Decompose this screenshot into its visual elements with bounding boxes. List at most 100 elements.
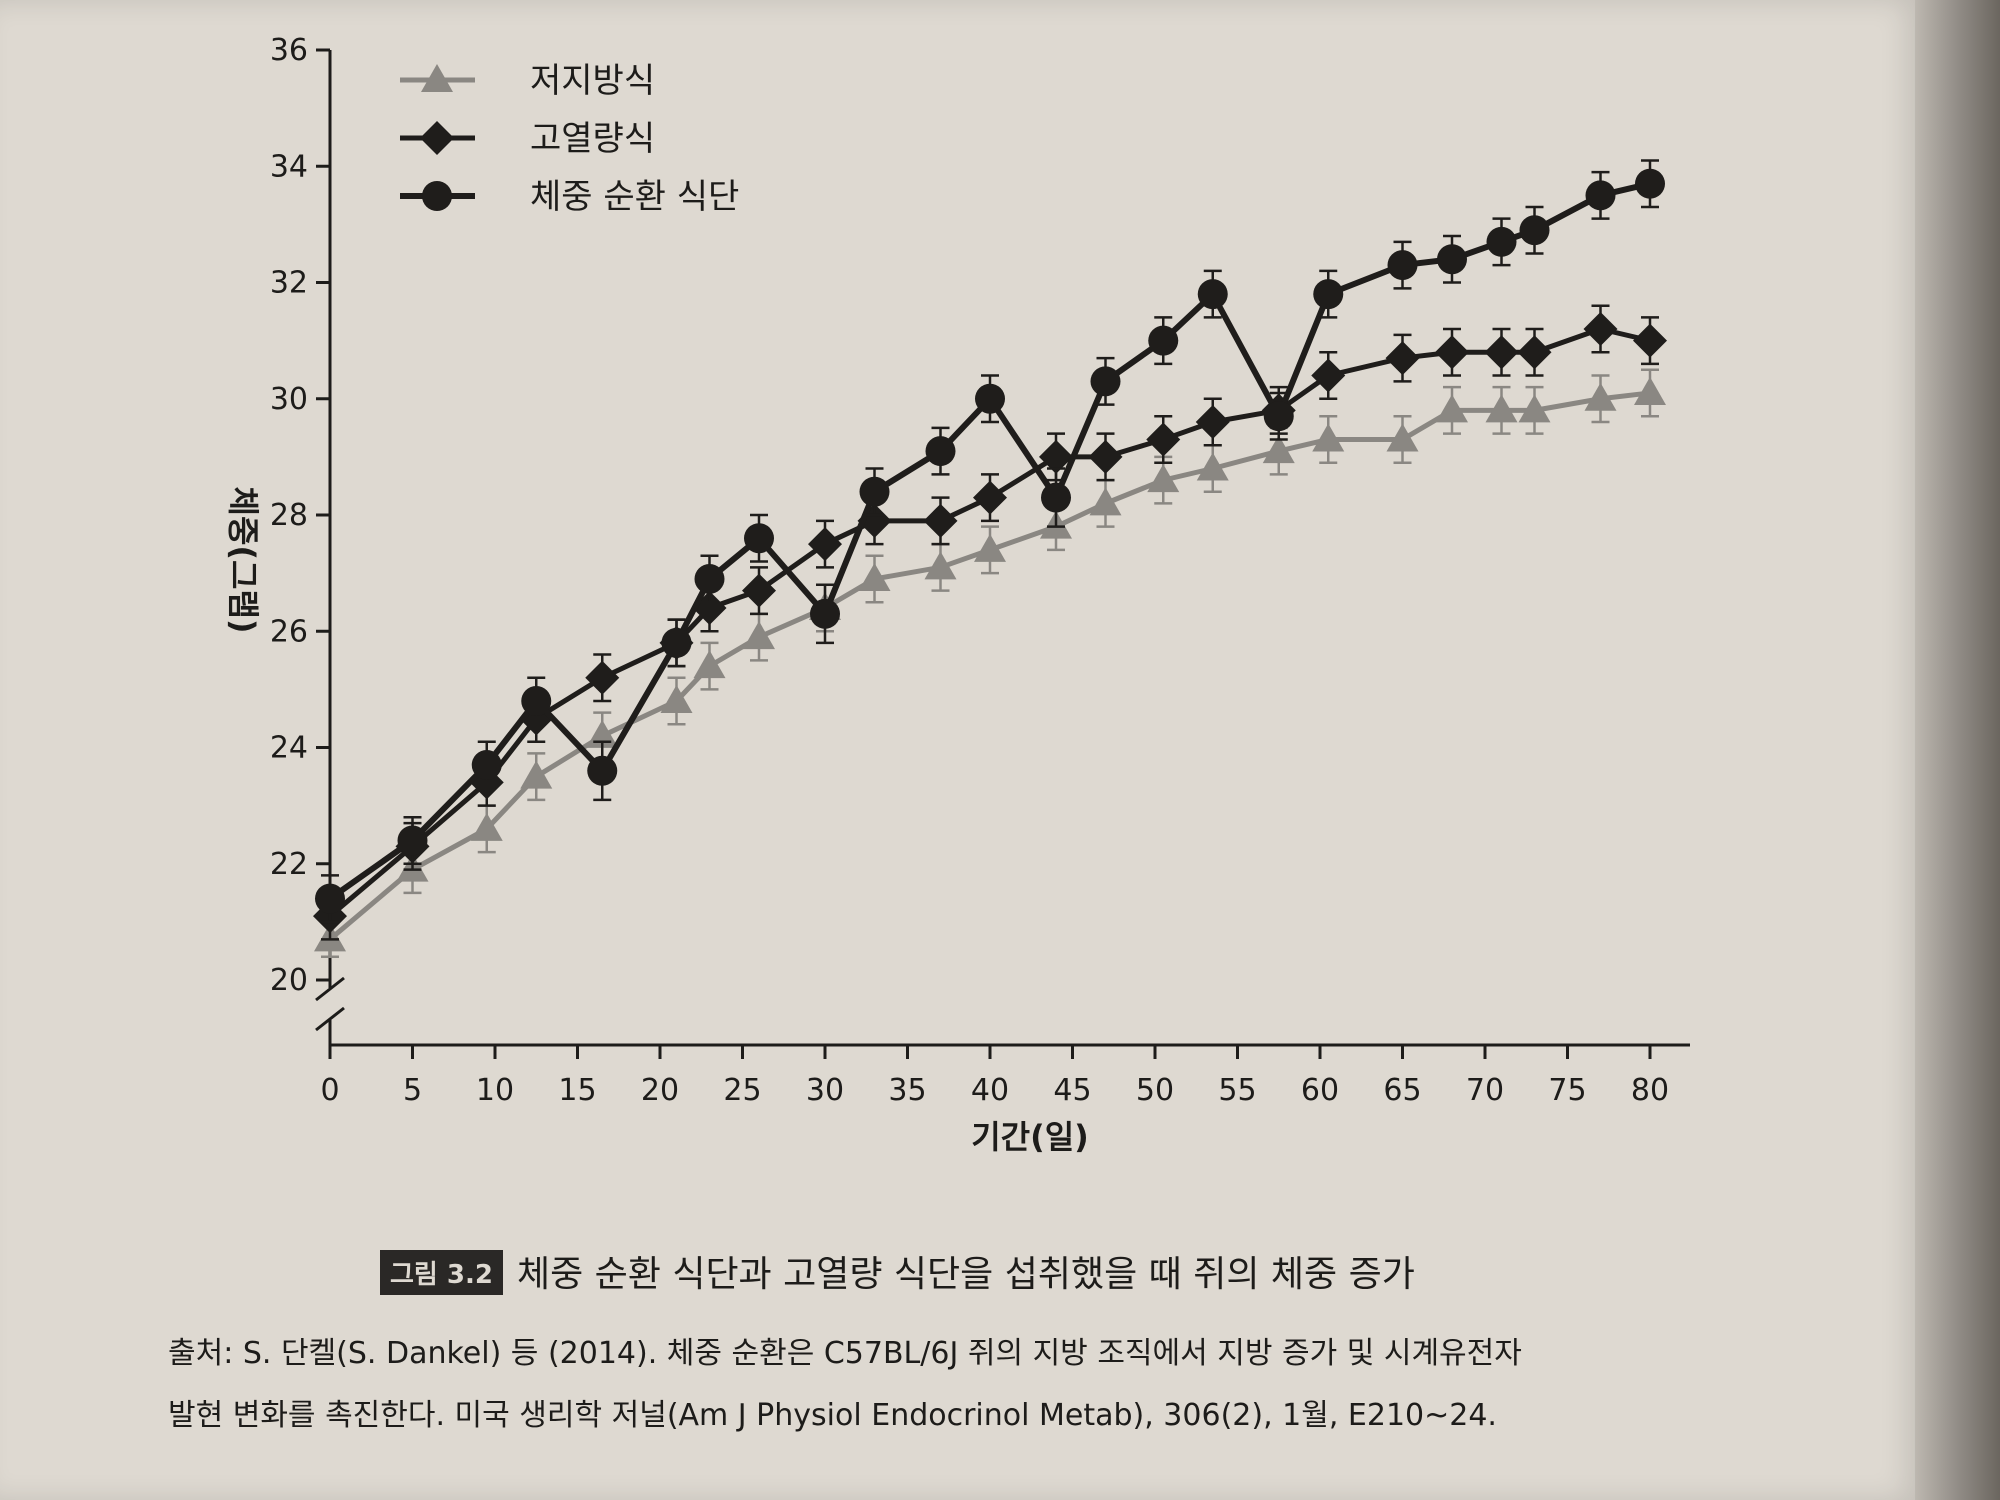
data-point <box>1089 487 1122 516</box>
legend-label: 고열량식 <box>530 119 655 159</box>
series-triangle <box>314 368 1666 958</box>
x-axis-title: 기간(일) <box>971 1118 1089 1156</box>
figure-caption-text: 체중 순환 식단과 고열량 식단을 섭취했을 때 쥐의 체중 증가 <box>516 1254 1415 1295</box>
data-point <box>1633 323 1667 358</box>
data-point <box>1312 423 1345 452</box>
y-tick-label: 26 <box>270 614 308 649</box>
chart-axes: 20 22 24 26 28 30 32 34 36 0 5 10 15 20 25 30 35 40 45 50 55… <box>270 33 1690 1108</box>
data-point <box>660 685 693 713</box>
data-point <box>810 598 840 629</box>
x-tick-label: 40 <box>971 1073 1009 1108</box>
data-point <box>1385 341 1420 376</box>
data-point <box>924 551 957 580</box>
x-tick-label: 60 <box>1301 1073 1339 1108</box>
data-point <box>1583 312 1618 346</box>
y-tick-label: 20 <box>270 963 308 998</box>
data-point <box>1485 394 1518 423</box>
data-point <box>1517 335 1552 370</box>
data-point <box>1387 250 1418 281</box>
data-point <box>1486 226 1517 257</box>
figure-caption: 그림 3.2 체중 순환 식단과 고열량 식단을 섭취했을 때 쥐의 체중 증가 <box>380 1245 1415 1297</box>
data-point <box>923 503 958 538</box>
data-point <box>1262 435 1295 464</box>
y-tick-label: 32 <box>270 266 308 301</box>
chart-series <box>313 159 1667 958</box>
data-point <box>973 480 1007 515</box>
x-tick-label: 80 <box>1631 1073 1669 1108</box>
data-point <box>974 533 1006 562</box>
x-tick-label: 45 <box>1053 1073 1091 1108</box>
x-tick-label: 75 <box>1548 1073 1586 1108</box>
data-point <box>520 760 553 789</box>
y-tick-label: 36 <box>270 33 308 68</box>
data-point <box>470 812 503 841</box>
data-point <box>587 755 618 786</box>
data-point <box>661 627 692 658</box>
data-point <box>315 883 345 914</box>
data-point <box>1147 464 1180 493</box>
data-point <box>694 563 725 594</box>
data-point <box>975 383 1005 414</box>
data-point <box>742 573 776 608</box>
figure-number-badge: 그림 3.2 <box>380 1250 503 1295</box>
data-point <box>397 825 428 856</box>
data-point <box>743 621 775 650</box>
legend-entry: 고열량식 <box>400 119 655 159</box>
y-tick-label: 24 <box>270 731 308 766</box>
x-tick-label: 5 <box>403 1073 422 1108</box>
data-point <box>1436 394 1468 423</box>
data-point <box>1635 168 1665 199</box>
data-point <box>858 562 891 591</box>
x-tick-label: 0 <box>320 1073 339 1108</box>
data-point <box>744 523 774 554</box>
data-point <box>471 749 502 780</box>
series-diamond <box>313 304 1667 941</box>
data-point <box>1585 180 1616 211</box>
legend-entry: 저지방식 <box>400 61 655 101</box>
data-point <box>1041 482 1071 513</box>
data-point <box>1148 325 1179 356</box>
data-point <box>1518 394 1551 423</box>
series-circle <box>315 159 1665 924</box>
data-point <box>1088 439 1123 474</box>
data-point <box>925 436 956 467</box>
data-point <box>1197 279 1228 310</box>
x-tick-label: 50 <box>1136 1073 1174 1108</box>
legend-label: 체중 순환 식단 <box>530 177 739 217</box>
legend-entry: 체중 순환 식단 <box>400 177 739 217</box>
book-page <box>0 0 1925 1500</box>
y-tick-label: 30 <box>270 382 308 417</box>
data-point <box>808 527 842 562</box>
data-point <box>1584 382 1617 411</box>
x-tick-label: 15 <box>558 1073 596 1108</box>
y-tick-label: 22 <box>270 847 308 882</box>
legend-label: 저지방식 <box>530 61 655 101</box>
data-point <box>859 476 890 507</box>
source-citation-line-2: 발현 변화를 촉진한다. 미국 생리학 저널(Am J Physiol Endo… <box>168 1398 1497 1433</box>
data-point <box>1519 215 1550 246</box>
x-tick-label: 35 <box>888 1073 926 1108</box>
data-point <box>1146 422 1181 457</box>
data-point <box>693 650 726 679</box>
x-tick-label: 65 <box>1383 1073 1421 1108</box>
y-tick-label: 34 <box>270 149 308 184</box>
data-point <box>1196 452 1229 481</box>
axis-break-mark <box>315 976 345 1002</box>
x-tick-label: 55 <box>1218 1073 1256 1108</box>
source-citation-line-1: 출처: S. 단켈(S. Dankel) 등 (2014). 체중 순환은 C5… <box>168 1336 1522 1371</box>
data-point <box>1039 439 1073 474</box>
data-point <box>1313 279 1344 310</box>
data-point <box>1386 423 1419 452</box>
x-tick-label: 25 <box>723 1073 761 1108</box>
data-point <box>1484 335 1519 370</box>
data-point <box>521 686 552 716</box>
data-point <box>1311 358 1346 393</box>
x-tick-label: 10 <box>476 1073 514 1108</box>
y-axis-title: 체중(그램) <box>224 486 262 633</box>
axis-break-mark <box>315 1006 345 1032</box>
page-edge <box>1915 0 2000 1500</box>
data-point <box>1195 405 1230 439</box>
y-tick-label: 28 <box>270 498 308 533</box>
data-point <box>1263 401 1294 432</box>
